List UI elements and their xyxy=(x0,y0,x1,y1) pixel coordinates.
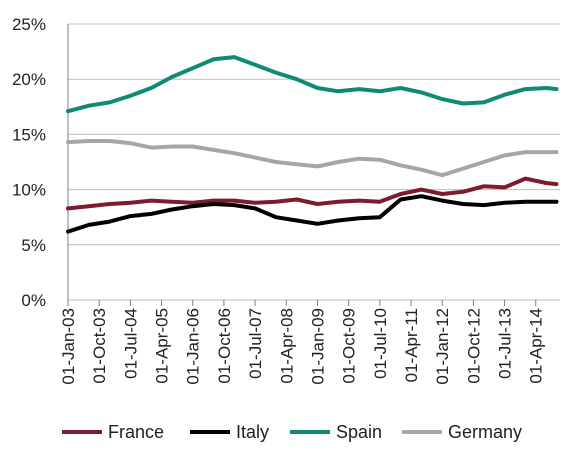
x-tick-label: 01-Oct-12 xyxy=(464,308,483,384)
x-tick-label: 01-Oct-03 xyxy=(90,308,109,384)
x-tick-label: 01-Jul-07 xyxy=(246,308,265,379)
chart-axes xyxy=(67,23,560,306)
series-line-spain xyxy=(66,55,559,114)
x-tick-label: 01-Apr-08 xyxy=(277,308,296,384)
y-tick-label: 25% xyxy=(12,15,46,34)
y-axis-labels: 0% 5% 10% 15% 20% 25% xyxy=(12,15,46,310)
series-line-germany xyxy=(66,139,559,178)
legend-label-spain: Spain xyxy=(336,422,382,442)
x-tick-label: 01-Oct-09 xyxy=(340,308,359,384)
series-line-france xyxy=(66,176,559,211)
x-tick-label: 01-Apr-14 xyxy=(527,308,546,384)
legend-label-italy: Italy xyxy=(236,422,269,442)
series-line-italy xyxy=(66,194,559,234)
y-tick-label: 15% xyxy=(12,125,46,144)
y-tick-label: 20% xyxy=(12,70,46,89)
x-tick-label: 01-Jan-03 xyxy=(59,308,78,385)
x-tick-label: 01-Apr-11 xyxy=(402,308,421,382)
legend-label-france: France xyxy=(108,422,164,442)
series-lines xyxy=(66,55,559,234)
y-tick-label: 10% xyxy=(12,181,46,200)
x-tick-label: 01-Oct-06 xyxy=(215,308,234,384)
x-tick-label: 01-Jan-09 xyxy=(308,308,327,385)
x-tick-label: 01-Jul-13 xyxy=(496,308,515,379)
x-tick-label: 01-Jul-04 xyxy=(121,308,140,379)
y-tick-label: 0% xyxy=(21,291,46,310)
x-tick-label: 01-Apr-05 xyxy=(153,308,172,384)
x-axis-labels: 01-Jan-03 01-Oct-03 01-Jul-04 01-Apr-05 01-J… xyxy=(59,308,546,385)
x-tick-label: 01-Jan-06 xyxy=(184,308,203,385)
chart-legend: France Italy Spain Germany xyxy=(62,422,522,442)
y-tick-label: 5% xyxy=(21,236,46,255)
x-tick-label: 01-Jul-10 xyxy=(371,308,390,379)
x-tick-label: 01-Jan-12 xyxy=(433,308,452,385)
legend-label-germany: Germany xyxy=(448,422,522,442)
